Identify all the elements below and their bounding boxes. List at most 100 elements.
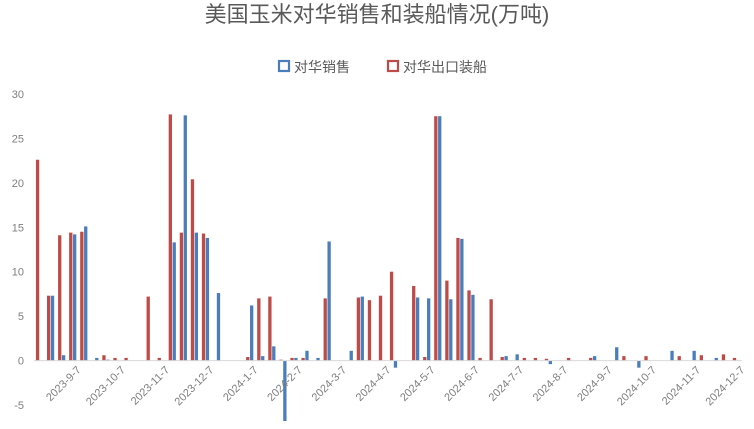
shipment-bar: [589, 357, 593, 361]
sales-bar: [615, 347, 619, 361]
y-axis: -5 0 5 10 15 20 25 30: [12, 89, 24, 412]
legend: 对华销售 对华出口装船: [277, 59, 487, 75]
sales-bar: [327, 241, 331, 361]
x-tick-label: 2024-12-7: [703, 364, 747, 408]
x-tick-label: 2024-11-7: [660, 364, 703, 407]
y-tick-label: 10: [12, 267, 24, 279]
shipment-bar: [389, 271, 394, 361]
shipment-bar: [356, 297, 361, 361]
shipment-bar: [489, 299, 493, 361]
sales-bar: [261, 356, 265, 361]
sales-bar: [637, 360, 641, 368]
shipment-bar: [566, 357, 571, 361]
shipment-bar: [268, 296, 272, 361]
sales-bar: [283, 360, 287, 421]
shipment-bar: [113, 357, 117, 361]
chart-title: 美国玉米对华销售和装船情况(万吨): [205, 2, 550, 27]
sales-bar: [592, 356, 597, 361]
shipment-bar: [201, 233, 206, 361]
shipment-bar: [168, 114, 172, 361]
shipment-bar: [146, 296, 150, 361]
sales-bar: [438, 116, 442, 361]
shipment-bar: [445, 280, 449, 361]
shipment-bar: [478, 357, 482, 361]
shipment-bar: [500, 357, 504, 361]
sales-bar: [294, 357, 298, 361]
sales-bar: [205, 237, 210, 361]
shipment-bar: [732, 357, 737, 361]
y-tick-label: 30: [12, 89, 24, 101]
x-tick-label: 2024-5-7: [398, 364, 438, 404]
x-tick-label: 2023-11-7: [129, 364, 172, 407]
x-tick-label: 2024-8-7: [531, 364, 571, 404]
shipment-bar: [46, 295, 51, 361]
x-tick-label: 2023-9-7: [44, 364, 84, 404]
x-tick-label: 2024-6-7: [442, 364, 482, 404]
shipment-bar: [367, 300, 372, 361]
y-tick-label: 0: [18, 356, 24, 368]
shipment-bar: [35, 159, 40, 361]
sales-bar: [471, 294, 475, 361]
x-tick-label: 2024-4-7: [354, 364, 394, 404]
sales-bar: [216, 293, 221, 361]
shipment-bar: [301, 357, 305, 361]
shipment-bar: [699, 355, 703, 361]
shipment-bar: [102, 355, 106, 361]
shipment-bar: [622, 356, 626, 361]
legend-swatch-sales: [277, 59, 291, 73]
sales-bar: [515, 354, 519, 361]
x-tick-label: 2024-7-7: [487, 364, 527, 404]
shipment-bar: [423, 357, 427, 361]
sales-bar: [305, 350, 309, 361]
shipment-bar: [677, 356, 681, 361]
shipment-bar: [323, 298, 327, 361]
sales-bar: [504, 356, 508, 361]
shipment-bar: [246, 357, 250, 361]
sales-bar: [360, 296, 364, 361]
x-axis: 2023-9-7 2023-10-7 2023-11-7 2023-12-7 2024-…: [44, 364, 747, 408]
sales-bar: [95, 357, 99, 361]
sales-bar: [183, 115, 187, 361]
sales-bar: [349, 350, 353, 361]
shipment-bar: [58, 235, 62, 361]
sales-bar: [50, 295, 55, 361]
sales-bar: [393, 360, 398, 368]
shipment-bar: [467, 290, 471, 361]
sales-bar: [714, 357, 718, 361]
sales-bar: [548, 360, 553, 365]
sales-bar: [73, 234, 77, 361]
shipment-bar: [179, 232, 184, 361]
x-tick-label: 2024-3-7: [310, 364, 350, 404]
y-tick-label: -5: [14, 400, 24, 412]
sales-bar: [415, 297, 420, 361]
shipment-bar: [533, 357, 538, 361]
sales-bar: [670, 350, 674, 361]
shipment-bar: [69, 232, 73, 361]
shipment-bar: [544, 358, 549, 361]
bars: [35, 114, 737, 421]
shipment-bar: [80, 231, 84, 361]
sales-bar: [250, 305, 254, 361]
sales-bar: [194, 232, 199, 361]
shipment-bar: [157, 357, 161, 361]
shipment-bar: [412, 285, 416, 361]
sales-bar: [172, 242, 176, 361]
legend-label-sales: 对华销售: [294, 59, 350, 75]
sales-bar: [449, 299, 453, 361]
y-tick-label: 25: [12, 133, 24, 145]
shipment-bar: [290, 357, 294, 361]
x-tick-label: 2024-1-7: [221, 364, 261, 404]
sales-bar: [427, 298, 431, 361]
y-tick-label: 5: [18, 311, 24, 323]
legend-swatch-shipments: [386, 59, 400, 73]
sales-bar: [316, 357, 320, 361]
shipment-bar: [124, 357, 128, 361]
x-tick-label: 2024-10-7: [615, 364, 659, 408]
sales-bar: [84, 226, 88, 361]
sales-bar: [61, 355, 66, 361]
shipment-bar: [257, 298, 261, 361]
shipment-bar: [190, 179, 195, 361]
sales-bar: [460, 238, 464, 361]
x-tick-label: 2024-9-7: [575, 364, 615, 404]
